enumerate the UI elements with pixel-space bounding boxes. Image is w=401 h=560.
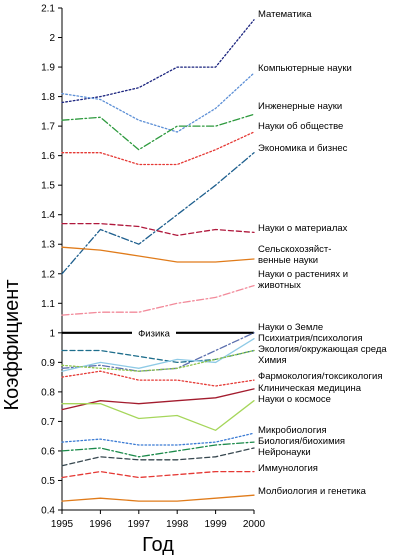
y-tick-label: 1.1 — [41, 299, 55, 310]
series-line-15 — [61, 432, 255, 446]
series-line-2 — [61, 113, 255, 151]
series-label-7: Науки о растениях и — [258, 269, 348, 280]
series-line-3 — [61, 131, 255, 166]
series-label-12: Фармокология/токсикология — [258, 371, 382, 382]
series-label-16: Биология/биохимия — [258, 436, 345, 447]
y-tick-label: 0.5 — [41, 476, 55, 487]
series-label-17: Нейронауки — [258, 447, 311, 458]
series-label-8: Науки о Земле — [258, 322, 323, 333]
reference-line-label: Физика — [138, 328, 171, 339]
series-label-5: Науки о материалах — [258, 223, 348, 234]
series-label-9: Психиатрия/психология — [258, 333, 363, 344]
y-tick-label: 1 — [49, 328, 55, 339]
y-tick-label: 2 — [49, 33, 55, 44]
x-tick-label: 1997 — [128, 519, 151, 530]
reference-line-group: Физика — [62, 326, 254, 339]
series-label-6: Сельскохозяйст- — [258, 244, 331, 255]
series-line-19 — [61, 494, 255, 502]
chart-axes: 0.4 0.5 0.6 0.7 0.8 0.9 1 1.1 1.2 1.3 1.4 1.5 1.6 1.7… — [41, 4, 265, 531]
series-line-11 — [61, 349, 255, 372]
y-tick-label: 2.1 — [41, 4, 55, 15]
series-line-12 — [61, 370, 255, 387]
x-axis-title: Год — [142, 534, 174, 556]
series-label-1: Компьютерные науки — [258, 63, 352, 74]
y-tick-label: 1.2 — [41, 269, 55, 280]
reference-label-background — [132, 326, 176, 339]
x-tick-label: 1998 — [166, 519, 189, 530]
y-tick-label: 1.7 — [41, 122, 55, 133]
series-line-6 — [61, 246, 255, 263]
y-axis-title: Коэффициент — [1, 279, 23, 410]
series-label-18: Иммунология — [258, 463, 318, 474]
series-line-18 — [61, 470, 255, 479]
y-tick-label: 1.3 — [41, 240, 55, 251]
x-tick-label: 1996 — [89, 519, 112, 530]
series-labels: Математика Компьютерные науки Инженерные н… — [258, 9, 387, 497]
series-line-16 — [61, 441, 255, 458]
series-label-0: Математика — [258, 9, 312, 20]
series-line-17 — [61, 447, 255, 467]
series-label-2: Инженерные науки — [258, 101, 342, 112]
y-tick-label: 0.8 — [41, 387, 55, 398]
y-tick-label: 0.9 — [41, 358, 55, 369]
y-tick-label: 0.7 — [41, 417, 55, 428]
series-line-7 — [61, 284, 255, 316]
series-label-6: венные науки — [258, 255, 318, 266]
series-label-15: Микробиология — [258, 425, 327, 436]
y-tick-label: 1.4 — [41, 210, 55, 221]
y-tick-label: 0.6 — [41, 446, 55, 457]
y-tick-label: 1.9 — [41, 63, 55, 74]
series-label-3: Науки об обществе — [258, 121, 343, 132]
series-line-1 — [61, 72, 255, 133]
series-line-13 — [61, 388, 255, 411]
series-label-4: Экономика и бизнес — [258, 143, 348, 154]
series-line-4 — [61, 152, 255, 275]
y-tick-label: 0.4 — [41, 506, 55, 517]
x-tick-label: 2000 — [243, 519, 266, 530]
series-label-13: Клиническая медицина — [258, 383, 362, 394]
y-tick-label: 1.5 — [41, 181, 55, 192]
series-label-7: животных — [258, 280, 301, 291]
y-tick-label: 1.8 — [41, 92, 55, 103]
series-line-0 — [61, 19, 255, 104]
series-label-14: Науки о космосе — [258, 394, 331, 405]
x-tick-label: 1999 — [204, 519, 227, 530]
series-line-14 — [61, 400, 255, 432]
series-group — [61, 19, 255, 502]
y-tick-label: 1.6 — [41, 151, 55, 162]
x-tick-label: 1995 — [51, 519, 74, 530]
series-label-11: Химия — [258, 355, 287, 366]
series-line-5 — [61, 222, 255, 237]
series-label-19: Молбиология и генетика — [258, 486, 367, 497]
series-label-10: Экология/окружающая среда — [258, 344, 387, 355]
